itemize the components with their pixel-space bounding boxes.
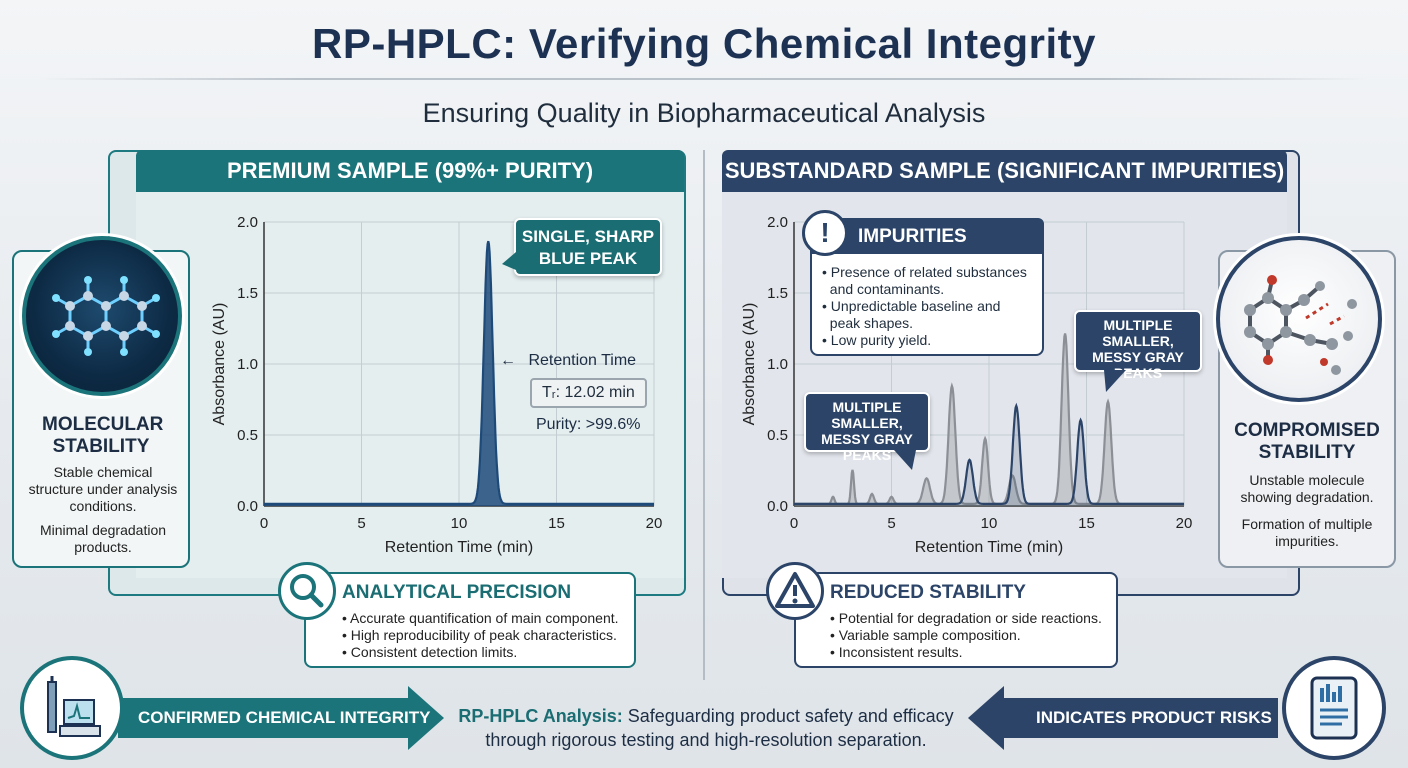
x-tick-label: 0: [260, 515, 268, 532]
compromised-stability-text: Formation of multiple impurities.: [1241, 516, 1373, 549]
page-subtitle: Ensuring Quality in Biopharmaceutical An…: [422, 98, 986, 128]
y-tick-label: 0.5: [237, 427, 258, 444]
x-axis-title: Retention Time (min): [385, 539, 534, 556]
y-axis-title: Absorbance (AU): [211, 303, 228, 426]
stability-item: • Variable sample composition.: [830, 627, 1021, 643]
messy-peaks-callout-right: MULTIPLE SMALLER, MESSY GRAY PEAKS: [1074, 310, 1202, 381]
x-tick-label: 20: [646, 515, 663, 532]
footer-summary-line2: through rigorous testing and high-resolu…: [485, 730, 927, 750]
sharp-peak-callout: SINGLE, SHARP BLUE PEAK: [514, 218, 662, 276]
y-axis-title: Absorbance (AU): [741, 303, 758, 426]
retention-time-text: Retention Time: [528, 352, 637, 369]
analytical-precision-card: [304, 572, 636, 668]
molecular-stability-title: MOLECULAR STABILITY: [42, 414, 164, 457]
stability-item: • Potential for degradation or side reac…: [830, 610, 1102, 626]
center-divider: [703, 150, 705, 680]
x-tick-label: 5: [887, 515, 895, 532]
messy-peaks-callout-left: MULTIPLE SMALLER, MESSY GRAY PEAKS: [804, 392, 930, 463]
precision-item: • High reproducibility of peak character…: [342, 627, 617, 643]
product-risks-arrow: [968, 686, 1278, 750]
hplc-instrument-icon: [20, 656, 124, 760]
callout-pointer: [894, 450, 916, 470]
warning-icon: !: [802, 210, 848, 256]
footer-summary-bold: RP-HPLC Analysis:: [458, 706, 623, 726]
warning-triangle-icon: [766, 562, 824, 620]
compromised-stability-title: COMPROMISED STABILITY: [1234, 420, 1380, 463]
compromised-stability-text: Unstable molecule showing degradation.: [1240, 472, 1374, 505]
molecular-stability-text: Stable chemical structure under analysis…: [28, 464, 178, 514]
unstable-molecule-icon: [1216, 236, 1382, 402]
x-tick-label: 10: [981, 515, 998, 532]
y-tick-label: 1.0: [767, 356, 788, 373]
retention-time-value: Tᵣ: 12.02 min: [530, 378, 647, 408]
series-line: [794, 402, 1184, 505]
impurities-header: [810, 218, 1044, 254]
impurities-item: peak shapes.: [822, 315, 914, 331]
confirmed-integrity-arrow: [118, 686, 444, 750]
left-arrow-icon: ←: [500, 352, 516, 369]
impurities-item: and contaminants.: [822, 281, 945, 297]
y-tick-label: 0.5: [767, 427, 788, 444]
footer-summary-text: Safeguarding product safety and efficacy: [622, 706, 954, 726]
x-tick-label: 10: [451, 515, 468, 532]
stability-item: • Inconsistent results.: [830, 644, 963, 660]
substandard-chromatogram: 0 5 10 15 20 0.0 0.5 1.0 1.5 2.0 Retention Time (m…: [741, 214, 1193, 556]
x-tick-label: 20: [1176, 515, 1193, 532]
callout-pointer: [1104, 370, 1126, 392]
reduced-stability-title: REDUCED STABILITY: [830, 582, 1026, 603]
precision-item: • Consistent detection limits.: [342, 644, 518, 660]
y-tick-label: 1.5: [237, 285, 258, 302]
y-tick-label: 1.0: [237, 356, 258, 373]
footer-summary: RP-HPLC Analysis: Safeguarding product s…: [444, 704, 968, 752]
y-tick-label: 0.0: [767, 498, 788, 515]
page-title: RP-HPLC: Verifying Chemical Integrity: [312, 20, 1096, 67]
x-tick-label: 0: [790, 515, 798, 532]
retention-time-label: ← Retention Time: [500, 352, 636, 370]
x-tick-label: 5: [357, 515, 365, 532]
tablet-report-icon: [1282, 656, 1386, 760]
x-axis-title: Retention Time (min): [915, 539, 1064, 556]
substandard-panel-header: SUBSTANDARD SAMPLE (SIGNIFICANT IMPURITI…: [722, 150, 1287, 192]
x-tick-label: 15: [1078, 515, 1095, 532]
x-tick-label: 15: [548, 515, 565, 532]
impurities-item: • Low purity yield.: [822, 332, 932, 348]
precision-item: • Accurate quantification of main compon…: [342, 610, 619, 626]
impurities-title: IMPURITIES: [858, 226, 967, 247]
product-risks-label: INDICATES PRODUCT RISKS: [1036, 708, 1272, 727]
title-divider: [40, 78, 1368, 80]
impurities-item: • Unpredictable baseline and: [822, 298, 1001, 314]
purity-value: Purity: >99.6%: [536, 416, 641, 433]
premium-panel-header: PREMIUM SAMPLE (99%+ PURITY): [136, 150, 684, 192]
callout-pointer: [502, 252, 516, 270]
stable-molecule-icon: [22, 236, 182, 396]
analytical-precision-title: ANALYTICAL PRECISION: [342, 582, 572, 603]
series-line: [264, 240, 654, 505]
y-tick-label: 0.0: [237, 498, 258, 515]
y-tick-label: 2.0: [237, 214, 258, 231]
molecular-stability-text: Minimal degradation products.: [39, 522, 167, 555]
confirmed-integrity-label: CONFIRMED CHEMICAL INTEGRITY: [138, 708, 431, 727]
impurities-item: • Presence of related substances: [822, 264, 1027, 280]
y-tick-label: 2.0: [767, 214, 788, 231]
y-tick-label: 1.5: [767, 285, 788, 302]
reduced-stability-card: [794, 572, 1118, 668]
magnifier-icon: [278, 562, 336, 620]
